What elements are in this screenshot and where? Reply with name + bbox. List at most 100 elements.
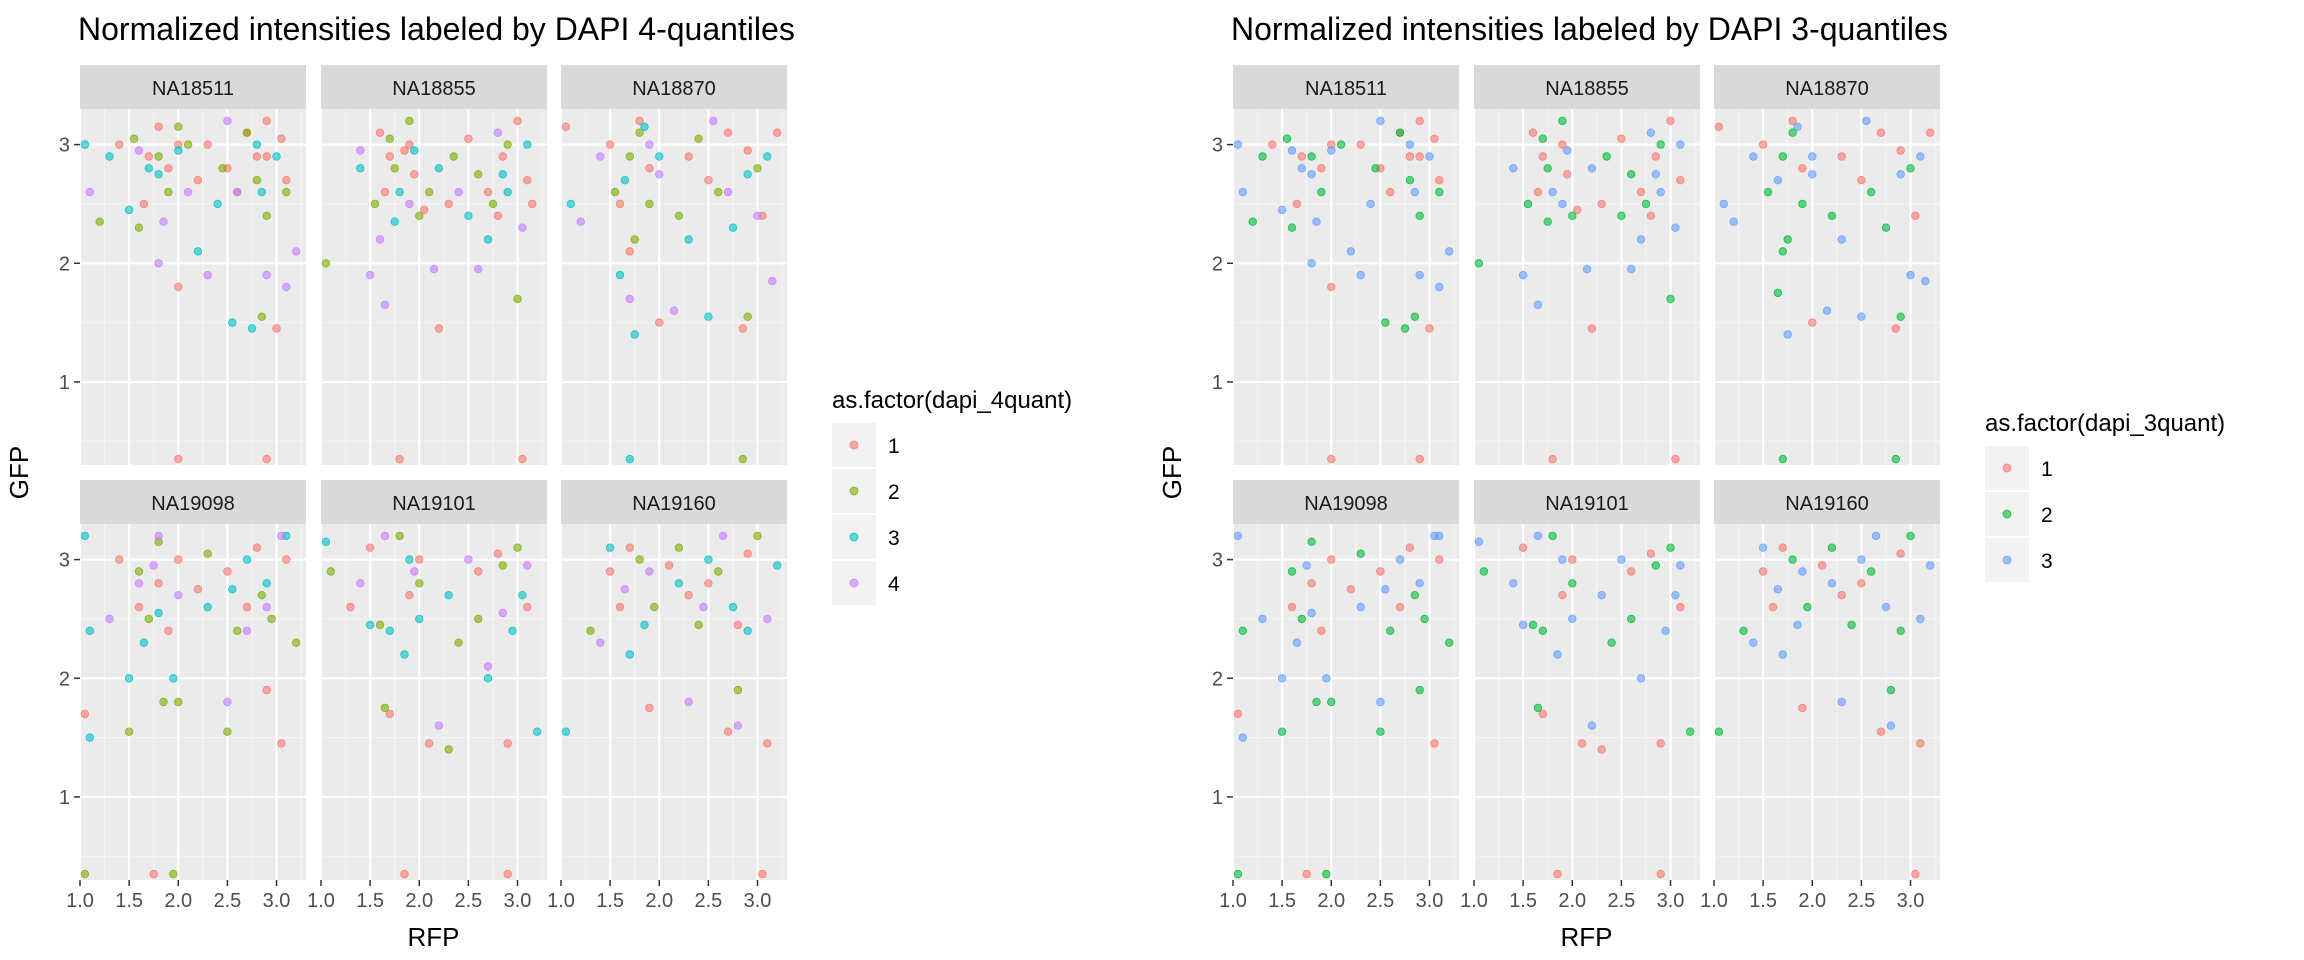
- data-point: [1626, 265, 1636, 274]
- data-point: [282, 282, 291, 292]
- x-tick-label: 2.0: [1558, 890, 1586, 912]
- data-point: [1798, 567, 1807, 576]
- gridlines: [319, 109, 547, 465]
- legend-marker: [849, 486, 859, 496]
- data-point: [635, 116, 644, 126]
- gridlines: [1472, 109, 1700, 465]
- data-point: [1356, 549, 1365, 558]
- data-point: [1857, 579, 1866, 588]
- data-point: [390, 164, 399, 173]
- data-point: [124, 674, 134, 683]
- data-point: [655, 152, 664, 161]
- data-point: [144, 152, 153, 161]
- data-point: [1758, 140, 1768, 149]
- data-point: [154, 579, 163, 588]
- data-point: [252, 543, 262, 552]
- data-point: [1415, 211, 1424, 220]
- data-point: [1896, 549, 1905, 558]
- data-point: [1896, 146, 1905, 155]
- data-point: [326, 567, 335, 576]
- data-point: [1798, 703, 1807, 713]
- data-point: [1778, 650, 1787, 659]
- data-point: [1656, 140, 1665, 149]
- data-point: [763, 614, 772, 624]
- data-point: [262, 602, 271, 612]
- data-point: [164, 626, 173, 635]
- x-tick-label: 1.0: [1700, 890, 1728, 912]
- data-point: [375, 620, 385, 630]
- data-point: [380, 703, 390, 713]
- panel-background: [321, 109, 547, 465]
- data-point: [1317, 164, 1326, 173]
- facet-panel: NA19160 1.0 1.5 2.0 2.5 3.0: [1700, 480, 1940, 912]
- data-point: [1886, 721, 1896, 730]
- x-tick-label: 1.0: [66, 890, 94, 912]
- data-points: [561, 116, 782, 464]
- panel-background: [1714, 109, 1940, 465]
- data-point: [454, 638, 463, 647]
- data-points: [1233, 531, 1454, 879]
- data-point: [605, 140, 615, 149]
- legend-title: as.factor(dapi_3quant): [1985, 410, 2225, 437]
- data-point: [523, 140, 532, 149]
- x-tick-label: 2.0: [1317, 890, 1345, 912]
- data-points: [321, 116, 537, 464]
- data-point: [1881, 223, 1891, 232]
- data-point: [1543, 217, 1552, 226]
- data-point: [105, 614, 114, 624]
- data-point: [1778, 152, 1787, 161]
- data-point: [1415, 579, 1424, 588]
- data-point: [1410, 187, 1419, 197]
- data-point: [262, 454, 271, 464]
- data-point: [282, 555, 291, 564]
- data-point: [1587, 164, 1597, 173]
- facet-label: NA18511: [152, 78, 234, 100]
- legend-marker: [2002, 509, 2012, 519]
- data-point: [154, 608, 163, 618]
- data-point: [1587, 721, 1597, 730]
- data-point: [115, 140, 124, 149]
- x-axis-title: RFP: [408, 922, 460, 952]
- data-point: [1798, 199, 1807, 209]
- data-point: [321, 259, 331, 268]
- data-point: [252, 175, 262, 185]
- data-point: [1238, 626, 1247, 635]
- facet-panel: NA19098 1 2 3 1.0 1.5 2.0 2.5 3.0: [1212, 480, 1459, 912]
- data-point: [1302, 869, 1311, 879]
- data-point: [1671, 591, 1680, 600]
- data-points: [561, 531, 782, 879]
- data-point: [1671, 454, 1680, 464]
- data-point: [1430, 134, 1439, 143]
- y-tick-label: 1: [59, 372, 70, 394]
- data-point: [1676, 175, 1685, 185]
- data-point: [1891, 454, 1900, 464]
- data-point: [1896, 312, 1905, 321]
- facet-label: NA18870: [632, 78, 715, 100]
- data-point: [566, 199, 575, 209]
- data-point: [674, 579, 684, 588]
- data-point: [738, 454, 747, 464]
- data-point: [400, 869, 409, 879]
- panel-background: [1233, 109, 1459, 465]
- data-point: [400, 146, 409, 155]
- data-point: [1768, 602, 1778, 612]
- data-point: [615, 602, 625, 612]
- data-point: [154, 122, 163, 131]
- data-point: [1685, 727, 1695, 736]
- data-point: [1307, 608, 1316, 618]
- data-point: [385, 709, 394, 719]
- data-point: [139, 199, 149, 209]
- x-tick-label: 2.0: [164, 890, 192, 912]
- data-point: [80, 869, 90, 879]
- data-point: [704, 312, 713, 321]
- data-point: [380, 300, 390, 309]
- data-point: [1906, 270, 1915, 280]
- x-tick-label: 1.5: [115, 890, 143, 912]
- data-point: [1302, 561, 1311, 570]
- facet-strip: [1233, 65, 1459, 109]
- x-tick-label: 2.0: [405, 890, 433, 912]
- data-point: [183, 140, 193, 149]
- data-point: [1307, 152, 1316, 161]
- data-point: [1758, 567, 1768, 576]
- legend-label: 3: [888, 527, 900, 550]
